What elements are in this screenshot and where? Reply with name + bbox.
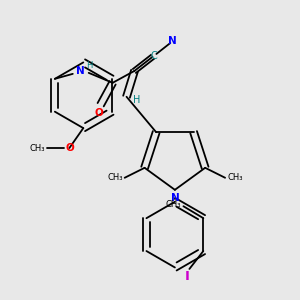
Text: CH₃: CH₃ [107, 173, 123, 182]
Text: CH₃: CH₃ [166, 200, 182, 209]
Text: N: N [76, 66, 85, 76]
Text: H: H [86, 61, 93, 70]
Text: N: N [170, 193, 179, 203]
Text: O: O [65, 143, 74, 153]
Text: CH₃: CH₃ [227, 173, 243, 182]
Text: I: I [185, 270, 190, 284]
Text: N: N [168, 36, 177, 46]
Text: H: H [133, 95, 140, 105]
Text: O: O [94, 108, 103, 118]
Text: CH₃: CH₃ [30, 143, 46, 152]
Text: C: C [150, 51, 157, 61]
